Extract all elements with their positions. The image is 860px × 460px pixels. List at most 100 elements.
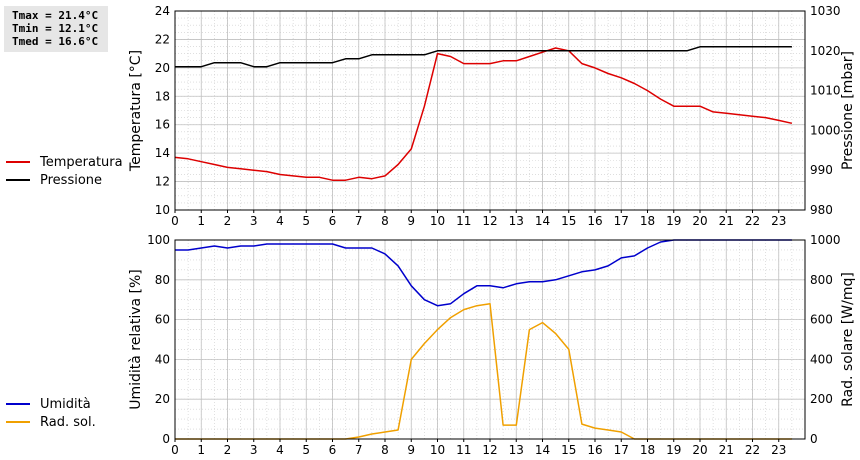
x-tick-label: 13: [509, 443, 524, 457]
y-tick-label-right: 0: [810, 432, 818, 446]
x-tick-label: 1: [197, 214, 205, 228]
x-tick-label: 9: [407, 214, 415, 228]
x-tick-label: 17: [614, 214, 629, 228]
legend-top: Temperatura Pressione: [6, 153, 123, 189]
x-tick-label: 14: [535, 443, 550, 457]
y-tick-label-left: 14: [155, 146, 170, 160]
x-tick-label: 3: [250, 443, 258, 457]
x-tick-label: 0: [171, 443, 179, 457]
legend-label-pressione: Pressione: [40, 172, 103, 188]
x-tick-label: 7: [355, 443, 363, 457]
y-tick-label-left: 16: [155, 118, 170, 132]
x-tick-label: 8: [381, 214, 389, 228]
chart-panel-1: 0 1 2 3 4 5 6 7 8 9 10 11 12 13 14 15 16 17 18 19 20 21 22 2310…: [128, 4, 856, 228]
series-line-rad-sol: [175, 302, 792, 440]
legend-swatch-temperatura: [6, 161, 30, 163]
x-tick-label: 10: [430, 443, 445, 457]
x-tick-label: 2: [224, 214, 232, 228]
x-tick-label: 19: [666, 214, 681, 228]
x-tick-label: 14: [535, 214, 550, 228]
x-tick-label: 17: [614, 443, 629, 457]
legend-item-umidita: Umidità: [6, 395, 96, 413]
x-tick-label: 21: [719, 443, 734, 457]
y-tick-label-right: 980: [810, 203, 833, 217]
x-tick-label: 22: [745, 214, 760, 228]
y-tick-label-right: 1030: [810, 4, 841, 18]
x-tick-label: 18: [640, 443, 655, 457]
x-tick-label: 6: [329, 443, 337, 457]
x-tick-label: 23: [771, 443, 786, 457]
tmed-label: Tmed = 16.6°C: [12, 35, 99, 48]
series-line-umidita: [175, 239, 792, 307]
y-tick-label-right: 600: [810, 313, 833, 327]
x-tick-label: 1: [197, 443, 205, 457]
y-tick-label-left: 20: [155, 61, 170, 75]
x-tick-label: 0: [171, 214, 179, 228]
y-tick-label-left: 22: [155, 32, 170, 46]
y-tick-label-left: 40: [155, 352, 170, 366]
x-tick-label: 20: [692, 443, 707, 457]
y-axis-title-right: Rad. solare [W/mq]: [840, 272, 856, 407]
y-tick-label-right: 800: [810, 273, 833, 287]
y-tick-label-right: 1010: [810, 84, 841, 98]
x-tick-label: 4: [276, 443, 284, 457]
legend-label-umidita: Umidità: [40, 396, 91, 412]
y-tick-label-left: 0: [162, 432, 170, 446]
y-tick-label-left: 12: [155, 175, 170, 189]
x-tick-label: 2: [224, 443, 232, 457]
y-tick-label-right: 400: [810, 352, 833, 366]
x-tick-label: 12: [482, 443, 497, 457]
legend-item-temperatura: Temperatura: [6, 153, 123, 171]
legend-label-radsol: Rad. sol.: [40, 414, 96, 430]
x-tick-label: 20: [692, 214, 707, 228]
y-axis-title-right: Pressione [mbar]: [840, 51, 856, 170]
y-tick-label-right: 200: [810, 392, 833, 406]
y-tick-label-right: 990: [810, 163, 833, 177]
y-tick-label-left: 80: [155, 273, 170, 287]
x-tick-label: 18: [640, 214, 655, 228]
y-tick-label-left: 60: [155, 313, 170, 327]
stats-box: Tmax = 21.4°C Tmin = 12.1°C Tmed = 16.6°…: [4, 6, 108, 52]
tmin-label: Tmin = 12.1°C: [12, 22, 99, 35]
x-tick-label: 5: [302, 443, 310, 457]
legend-bottom: Umidità Rad. sol.: [6, 395, 96, 431]
y-tick-label-left: 100: [147, 233, 170, 247]
x-tick-label: 23: [771, 214, 786, 228]
x-tick-label: 21: [719, 214, 734, 228]
legend-item-radsol: Rad. sol.: [6, 413, 96, 431]
x-tick-label: 11: [456, 443, 471, 457]
legend-item-pressione: Pressione: [6, 171, 123, 189]
x-tick-label: 13: [509, 214, 524, 228]
x-tick-label: 9: [407, 443, 415, 457]
series-line-temperatura: [174, 47, 793, 181]
y-axis-title-left: Umidità relativa [%]: [128, 269, 144, 410]
x-tick-label: 16: [587, 443, 602, 457]
x-tick-label: 19: [666, 443, 681, 457]
x-tick-label: 10: [430, 214, 445, 228]
series-line-pressione: [175, 46, 792, 68]
x-tick-label: 15: [561, 214, 576, 228]
x-tick-label: 3: [250, 214, 258, 228]
legend-label-temperatura: Temperatura: [40, 154, 123, 170]
chart-panel-2: 0 1 2 3 4 5 6 7 8 9 10 11 12 13 14 15 16 17 18 19 20 21 22 2302…: [128, 233, 856, 457]
legend-swatch-radsol: [6, 421, 30, 423]
y-tick-label-right: 1000: [810, 123, 841, 137]
y-tick-label-left: 20: [155, 392, 170, 406]
x-tick-label: 15: [561, 443, 576, 457]
x-tick-label: 7: [355, 214, 363, 228]
x-tick-label: 22: [745, 443, 760, 457]
x-tick-label: 4: [276, 214, 284, 228]
y-axis-title-left: Temperatura [°C]: [128, 50, 144, 172]
y-tick-label-left: 10: [155, 203, 170, 217]
y-tick-label-left: 18: [155, 89, 170, 103]
x-tick-label: 16: [587, 214, 602, 228]
y-tick-label-left: 24: [155, 4, 170, 18]
x-tick-label: 5: [302, 214, 310, 228]
x-tick-label: 11: [456, 214, 471, 228]
x-tick-label: 6: [329, 214, 337, 228]
x-tick-label: 8: [381, 443, 389, 457]
x-tick-label: 12: [482, 214, 497, 228]
legend-swatch-pressione: [6, 179, 30, 181]
y-tick-label-right: 1000: [810, 233, 841, 247]
